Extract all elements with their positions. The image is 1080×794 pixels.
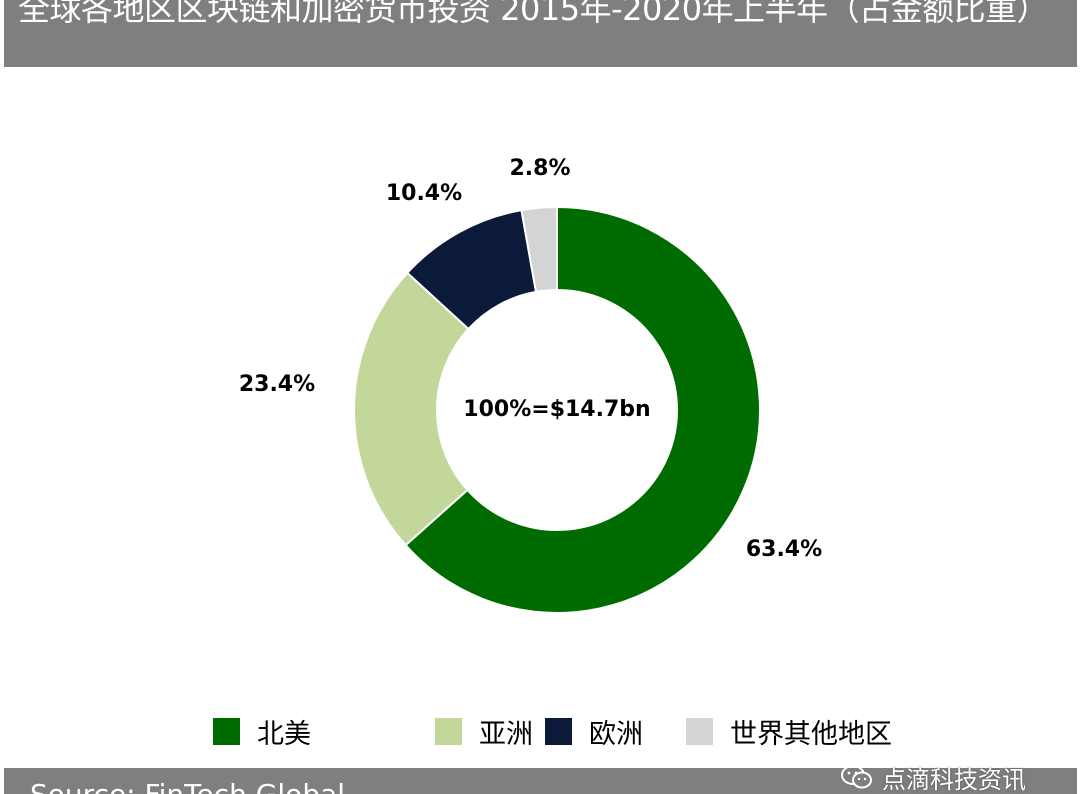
donut-slice-rest-of-world (520, 205, 558, 294)
legend-item-rest-of-world: 世界其他地区 (686, 706, 892, 756)
title-bar: 全球各地区区块链和加密货币投资 2015年-2020年上半年（占金额比重） (4, 0, 1077, 67)
legend-label: 世界其他地区 (730, 718, 892, 750)
legend-swatch (435, 717, 462, 745)
wechat-icon (841, 765, 872, 789)
legend-item-europe: 欧洲 (545, 706, 643, 756)
footer-bar: Source: FinTech Global (4, 768, 1077, 794)
donut-chart: 63.4% 23.4% 10.4% 2.8% 100%=$14.7bn (239, 156, 822, 614)
donut-slice-north-america (404, 205, 761, 614)
source-note: Source: FinTech Global (30, 778, 345, 794)
watermark: 点滴科技资讯 (840, 760, 1026, 794)
legend-item-north-america: 北美 (213, 706, 311, 756)
data-label-rest-of-world: 2.8% (509, 156, 570, 181)
legend-swatch (686, 717, 713, 745)
legend-label: 欧洲 (589, 718, 643, 750)
center-label: 100%=$14.7bn (463, 397, 650, 422)
legend-item-asia: 亚洲 (435, 706, 533, 756)
legend-label: 北美 (257, 718, 311, 750)
legend-label: 亚洲 (479, 718, 533, 750)
legend-swatch (213, 717, 240, 745)
donut-slice-asia (353, 271, 470, 547)
data-label-asia: 23.4% (239, 372, 315, 397)
data-label-europe: 10.4% (386, 181, 462, 206)
legend: 北美 亚洲 欧洲 世界其他地区 (0, 706, 1080, 756)
chart-title: 全球各地区区块链和加密货币投资 2015年-2020年上半年（占金额比重） (18, 0, 1049, 28)
legend-swatch (545, 717, 572, 745)
data-label-north-america: 63.4% (746, 537, 822, 562)
watermark-text: 点滴科技资讯 (882, 765, 1026, 794)
